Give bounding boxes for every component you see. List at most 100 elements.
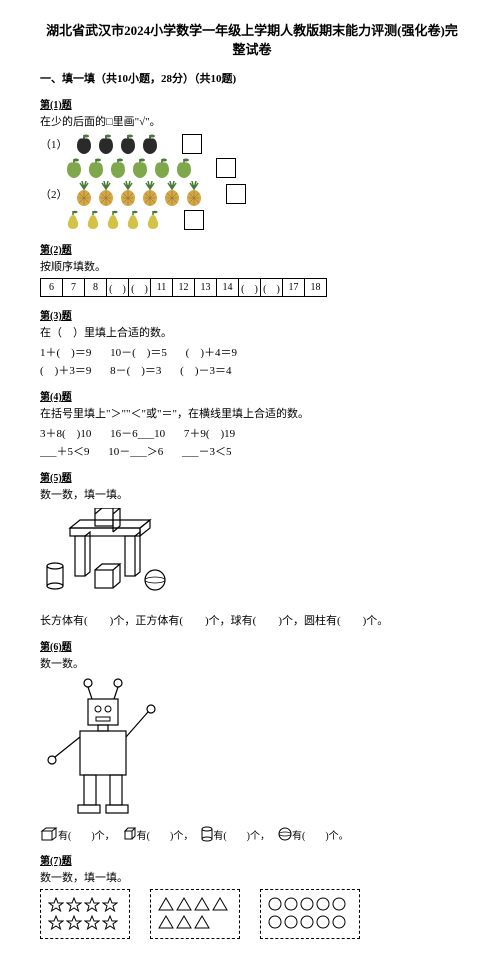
star-icon bbox=[102, 897, 118, 913]
q5-label: 第(5)题 bbox=[40, 469, 464, 484]
answer-box[interactable] bbox=[216, 158, 236, 178]
q3-line1b[interactable]: 10－( )＝5 bbox=[110, 344, 167, 360]
apple-green-icon bbox=[152, 157, 172, 179]
apple-green-icon bbox=[108, 157, 128, 179]
page-title: 湖北省武汉市2024小学数学一年级上学期人教版期末能力评测(强化卷)完整试卷 bbox=[40, 20, 464, 58]
q4-line2b[interactable]: 10－___＞6 bbox=[108, 443, 163, 459]
pineapple-icon bbox=[74, 181, 94, 207]
q5-answer[interactable]: 长方体有( )个，正方体有( )个，球有( )个，圆柱有( )个。 bbox=[40, 612, 464, 628]
cuboid-item[interactable]: 有( )个， bbox=[40, 827, 115, 842]
seq-cell: 18 bbox=[305, 279, 327, 297]
q3-line1: 1＋( )＝9 10－( )＝5 ( )＋4＝9 bbox=[40, 344, 464, 360]
q1-row1b bbox=[64, 157, 464, 179]
sphere-item[interactable]: 有( )个。 bbox=[278, 827, 349, 842]
seq-table: 6 7 8 ( ) ( ) 11 12 13 14 ( ) ( ) 17 18 bbox=[40, 278, 327, 297]
cube-icon bbox=[123, 827, 137, 841]
triangle-icon bbox=[158, 915, 174, 929]
seq-cell[interactable]: ( ) bbox=[261, 279, 283, 297]
answer-box[interactable] bbox=[226, 184, 246, 204]
circle-icon bbox=[268, 897, 282, 911]
q1-row2b bbox=[64, 209, 464, 231]
q7-row bbox=[40, 889, 464, 939]
pineapple-icon bbox=[184, 181, 204, 207]
q2-text: 按顺序填数。 bbox=[40, 258, 464, 274]
q3-line1a[interactable]: 1＋( )＝9 bbox=[40, 344, 91, 360]
q1-label: 第(1)题 bbox=[40, 96, 464, 111]
seq-cell[interactable]: ( ) bbox=[129, 279, 151, 297]
seq-cell: 11 bbox=[151, 279, 173, 297]
pineapple-icon bbox=[96, 181, 116, 207]
robot-figure bbox=[40, 677, 464, 820]
triangle-icon bbox=[176, 915, 192, 929]
shapes-figure bbox=[40, 508, 464, 606]
star-box bbox=[40, 889, 130, 939]
circle-icon bbox=[316, 915, 330, 929]
star-icon bbox=[84, 897, 100, 913]
apple-icon bbox=[140, 133, 160, 155]
circle-icon bbox=[332, 897, 346, 911]
sphere-text: 有( )个。 bbox=[292, 827, 349, 842]
triangle-box bbox=[150, 889, 240, 939]
pineapple-icon bbox=[162, 181, 182, 207]
q3-line1c[interactable]: ( )＋4＝9 bbox=[186, 344, 237, 360]
q1-row2a: （2） bbox=[40, 181, 464, 207]
circle-icon bbox=[300, 915, 314, 929]
triangle-icon bbox=[212, 897, 228, 911]
q4-line1a[interactable]: 3＋8( )10 bbox=[40, 425, 91, 441]
q5-text: 数一数，填一填。 bbox=[40, 486, 464, 502]
circle-icon bbox=[316, 897, 330, 911]
apple-icon bbox=[118, 133, 138, 155]
star-icon bbox=[48, 915, 64, 931]
q7-text: 数一数，填一填。 bbox=[40, 869, 464, 885]
q4-line1c[interactable]: 7＋9( )19 bbox=[184, 425, 235, 441]
triangle-icon bbox=[176, 897, 192, 911]
seq-cell[interactable]: ( ) bbox=[239, 279, 261, 297]
answer-box[interactable] bbox=[182, 134, 202, 154]
pear-icon bbox=[144, 209, 162, 231]
q7-label: 第(7)题 bbox=[40, 852, 464, 867]
apple-icon bbox=[74, 133, 94, 155]
cuboid-icon bbox=[40, 827, 58, 841]
star-icon bbox=[84, 915, 100, 931]
q6-label: 第(6)题 bbox=[40, 638, 464, 653]
star-icon bbox=[102, 915, 118, 931]
cylinder-item[interactable]: 有( )个， bbox=[201, 826, 270, 842]
cube-text: 有( )个， bbox=[137, 827, 194, 842]
q1-text: 在少的后面的□里画"√"。 bbox=[40, 113, 464, 129]
seq-cell: 14 bbox=[217, 279, 239, 297]
q3-line2c[interactable]: ( )－3＝4 bbox=[180, 362, 231, 378]
pear-icon bbox=[124, 209, 142, 231]
q4-line2c[interactable]: ___－3＜5 bbox=[182, 443, 232, 459]
q4-line1: 3＋8( )10 16－6___10 7＋9( )19 bbox=[40, 425, 464, 441]
seq-cell: 17 bbox=[283, 279, 305, 297]
triangle-icon bbox=[194, 915, 210, 929]
q1-row1a: （1） bbox=[40, 133, 464, 155]
apple-green-icon bbox=[174, 157, 194, 179]
star-icon bbox=[48, 897, 64, 913]
q6-answer-row: 有( )个， 有( )个， 有( )个， 有( )个。 bbox=[40, 826, 464, 842]
q3-text: 在（ ）里填上合适的数。 bbox=[40, 324, 464, 340]
cuboid-text: 有( )个， bbox=[58, 827, 115, 842]
q4-line1b[interactable]: 16－6___10 bbox=[110, 425, 165, 441]
circle-icon bbox=[332, 915, 346, 929]
q2-label: 第(2)题 bbox=[40, 241, 464, 256]
circle-icon bbox=[284, 897, 298, 911]
q4-line2a[interactable]: ___＋5＜9 bbox=[40, 443, 90, 459]
apple-green-icon bbox=[130, 157, 150, 179]
apple-green-icon bbox=[86, 157, 106, 179]
sphere-icon bbox=[278, 827, 292, 841]
q4-label: 第(4)题 bbox=[40, 388, 464, 403]
apple-icon bbox=[96, 133, 116, 155]
q3-line2b[interactable]: 8－( )＝3 bbox=[110, 362, 161, 378]
star-icon bbox=[66, 897, 82, 913]
cube-item[interactable]: 有( )个， bbox=[123, 827, 194, 842]
seq-cell: 8 bbox=[85, 279, 107, 297]
pear-icon bbox=[84, 209, 102, 231]
q3-line2a[interactable]: ( )＋3＝9 bbox=[40, 362, 91, 378]
circle-box bbox=[260, 889, 360, 939]
answer-box[interactable] bbox=[184, 210, 204, 230]
circle-icon bbox=[284, 915, 298, 929]
seq-cell[interactable]: ( ) bbox=[107, 279, 129, 297]
cylinder-text: 有( )个， bbox=[213, 827, 270, 842]
seq-cell: 6 bbox=[41, 279, 63, 297]
